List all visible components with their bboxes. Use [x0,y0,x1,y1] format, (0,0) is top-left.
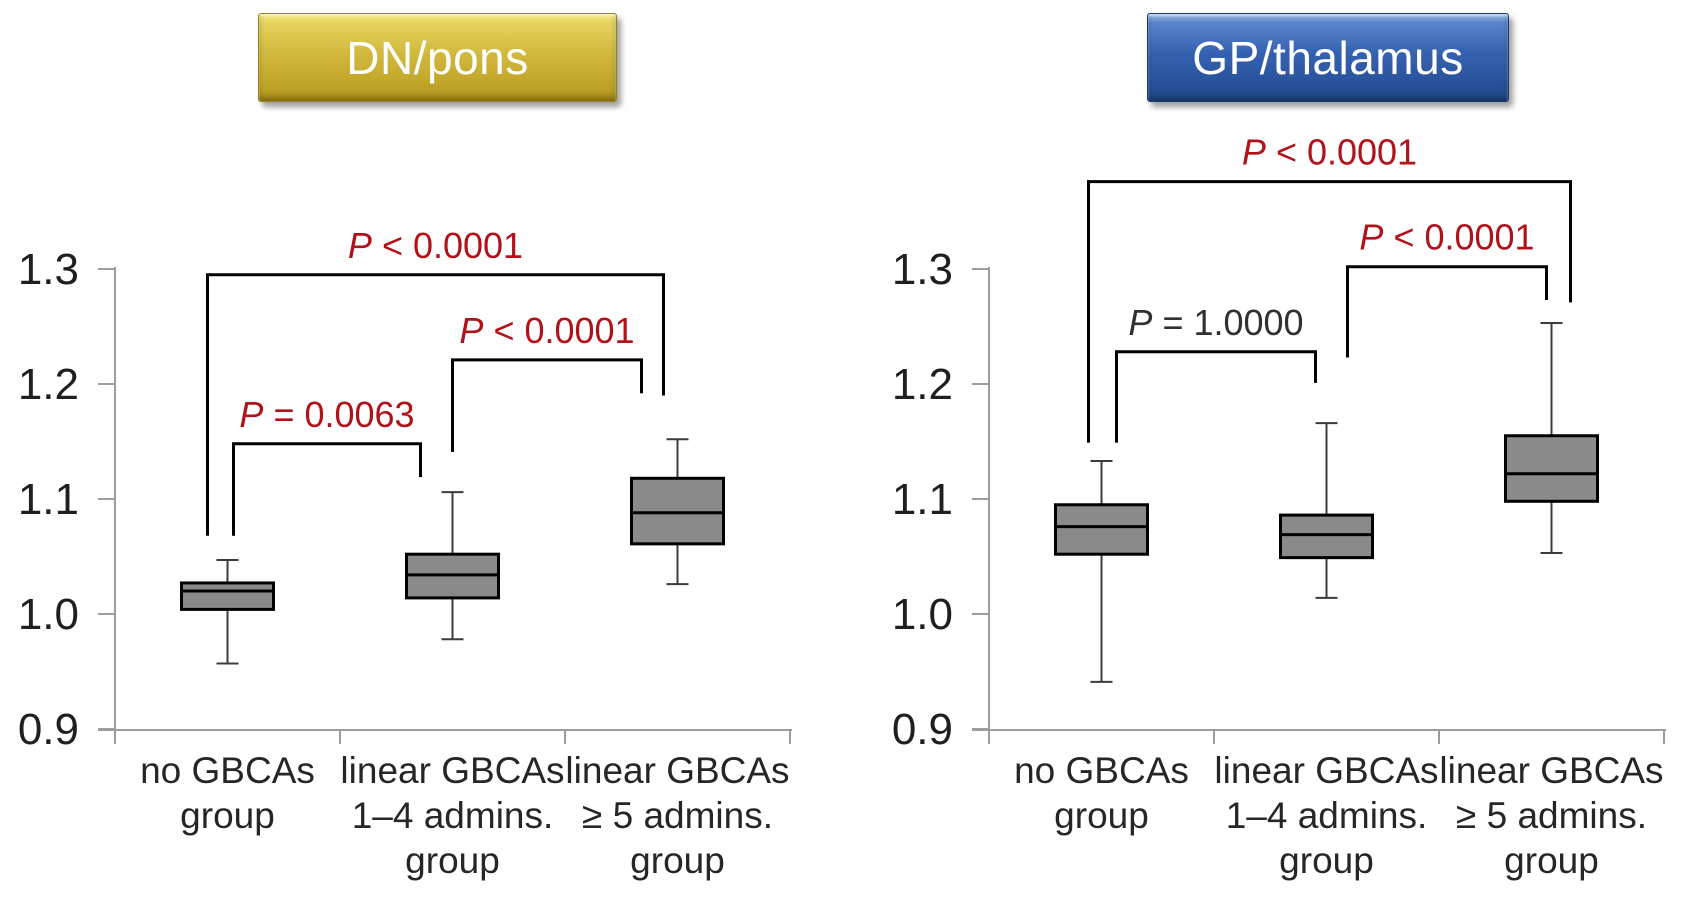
comparison-gp-thalamus-0: P < 0.0001 [1087,132,1572,443]
p-value-label: P < 0.0001 [1242,132,1417,173]
category-label-line: group [180,795,275,836]
box-dn-pons-0 [180,558,275,665]
banner-gp-thalamus-title: GP/thalamus [1192,31,1464,84]
comparison-bracket [1087,180,1572,443]
category-label-line: group [630,840,725,881]
p-value-label: P < 0.0001 [348,225,523,266]
box-gp-thalamus-1 [1279,422,1374,599]
p-symbol: P [348,225,372,266]
category-label-line: no GBCAs [140,750,315,791]
iqr-box [1504,434,1599,503]
category-label-line: linear GBCAs [340,750,564,791]
category-label-line: linear GBCAs [1214,750,1438,791]
x-axis-gp-thalamus [972,729,1666,744]
comparison-bracket [1346,265,1548,358]
y-tick-label: 0.9 [18,705,79,754]
comparison-gp-thalamus-1: P < 0.0001 [1346,217,1548,358]
y-axis-dn-pons [98,267,116,730]
box-dn-pons-1 [405,491,500,641]
p-symbol: P [459,310,483,351]
category-label-line: 1–4 admins. [352,795,554,836]
p-value-text: < 0.0001 [483,310,634,351]
p-symbol: P [1359,217,1383,258]
category-label-line: no GBCAs [1014,750,1189,791]
category-label-line: group [405,840,500,881]
p-value-text: = 0.0063 [263,394,414,435]
category-label-line: linear GBCAs [1439,750,1663,791]
y-tick-label: 1.3 [18,245,79,294]
banner-dn-pons: DN/pons [258,13,617,102]
iqr-box [1279,513,1374,560]
box-gp-thalamus-2 [1504,322,1599,555]
comparison-bracket [232,442,422,536]
p-symbol: P [239,394,263,435]
p-value-text: = 1.0000 [1152,302,1303,343]
category-label-line: group [1279,840,1374,881]
box-gp-thalamus-0 [1054,460,1149,683]
category-label-line: group [1504,840,1599,881]
comparison-bracket [206,273,665,536]
category-label-gp-thalamus-2: linear GBCAs≥ 5 admins.group [1439,750,1663,881]
y-tick-label: 1.1 [892,475,953,524]
comparison-gp-thalamus-2: P = 1.0000 [1115,302,1317,443]
p-value-label: P = 1.0000 [1128,302,1303,343]
p-symbol: P [1242,132,1266,173]
comparison-dn-pons-0: P < 0.0001 [206,225,665,536]
y-tick-label: 1.0 [892,590,953,639]
banner-dn-pons-title: DN/pons [346,31,529,84]
p-value-label: P = 0.0063 [239,394,414,435]
iqr-box [180,581,275,611]
category-label-line: ≥ 5 admins. [582,795,773,836]
y-tick-label: 0.9 [892,705,953,754]
y-tick-label: 1.2 [18,360,79,409]
category-label-line: ≥ 5 admins. [1456,795,1647,836]
comparison-bracket [451,358,643,452]
iqr-box [630,476,725,546]
comparison-bracket [1115,350,1317,443]
category-label-line: linear GBCAs [565,750,789,791]
category-label-dn-pons-2: linear GBCAs≥ 5 admins.group [565,750,789,881]
x-axis-dn-pons [98,729,792,744]
y-axis-gp-thalamus [972,267,990,730]
p-symbol: P [1128,302,1152,343]
p-value-text: < 0.0001 [1383,217,1534,258]
iqr-box [1054,503,1149,556]
category-label-line: group [1054,795,1149,836]
y-tick-label: 1.2 [892,360,953,409]
y-tick-label: 1.1 [18,475,79,524]
p-value-text: < 0.0001 [372,225,523,266]
p-value-label: P < 0.0001 [459,310,634,351]
comparison-dn-pons-1: P < 0.0001 [451,310,643,452]
y-tick-label: 1.3 [892,245,953,294]
comparison-dn-pons-2: P = 0.0063 [232,394,422,536]
box-dn-pons-2 [630,438,725,586]
p-value-text: < 0.0001 [1266,132,1417,173]
category-label-line: 1–4 admins. [1226,795,1428,836]
banner-gp-thalamus: GP/thalamus [1147,13,1509,102]
p-value-label: P < 0.0001 [1359,217,1534,258]
y-tick-label: 1.0 [18,590,79,639]
